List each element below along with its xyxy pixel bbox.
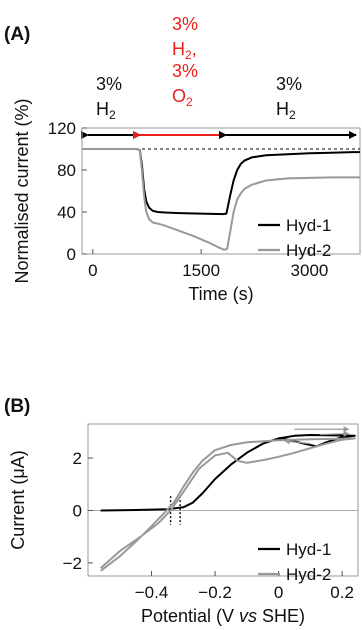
scan-direction-arrow xyxy=(283,438,311,445)
y-tick-label: 40 xyxy=(57,203,76,222)
plot-frame xyxy=(87,423,359,577)
gas-phase-labels: 3% H2 3% H2, 3% O2 3% H2 xyxy=(96,14,307,122)
x-axis-label: Potential (V vs SHE) xyxy=(141,606,305,626)
y-tick-label: 0 xyxy=(67,245,76,264)
legend-entry: Hyd-2 xyxy=(286,241,331,260)
phase-3-label: 3% H2 xyxy=(276,74,307,122)
x-axis-label: Time (s) xyxy=(188,284,253,304)
y-axis-label: Normalised current (%) xyxy=(12,98,32,283)
y-axis-label: Current (μA) xyxy=(8,450,28,549)
scan-direction-arrow xyxy=(319,430,350,437)
x-tick-label: 1500 xyxy=(182,261,220,280)
y-tick-label: 80 xyxy=(57,161,76,180)
x-tick-label: 0 xyxy=(88,261,97,280)
y-tick-label: 2 xyxy=(73,449,82,468)
x-tick-label: 0 xyxy=(274,583,283,602)
legend-entry: Hyd-1 xyxy=(286,540,331,559)
y-tick-label: 120 xyxy=(48,119,76,138)
y-tick-label: 0 xyxy=(73,501,82,520)
panel-label-b: (B) xyxy=(4,396,30,417)
panel-label-a: (A) xyxy=(4,24,30,45)
x-tick-label: −0.4 xyxy=(135,583,169,602)
phase-1-label: 3% H2 xyxy=(96,74,127,122)
series-line-hyd-1 xyxy=(82,148,360,216)
x-tick-label: 0.2 xyxy=(330,583,354,602)
series-line-hyd-2 xyxy=(100,437,356,572)
legend-entry: Hyd-2 xyxy=(286,565,331,584)
chart-a: 0 1500 3000 0 40 80 120 Time (s) Normalised curr… xyxy=(12,98,361,304)
series-line-hyd-2 xyxy=(82,148,360,251)
x-tick-label: 3000 xyxy=(291,261,329,280)
x-tick-label: −0.2 xyxy=(198,583,232,602)
legend-entry: Hyd-1 xyxy=(286,216,331,235)
chart-b: −0.4 −0.2 0 0.2 −2 0 2 Potential (V vs SHE) Curr… xyxy=(8,423,359,626)
phase-2-label: 3% H2, 3% O2 xyxy=(172,14,203,109)
y-tick-label: −2 xyxy=(63,554,82,573)
plot-frame xyxy=(81,127,361,255)
